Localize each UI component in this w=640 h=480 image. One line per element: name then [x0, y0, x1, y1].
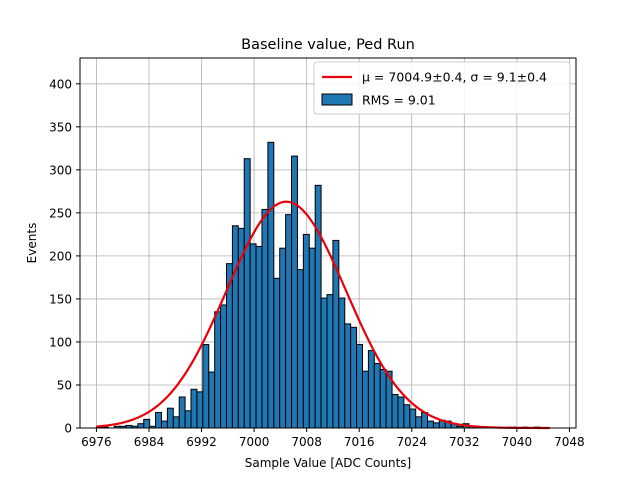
histogram-bar: [338, 297, 346, 429]
y-axis-label: Events: [25, 223, 39, 264]
legend-box: [313, 61, 571, 115]
x-tick-label: 7024: [396, 435, 427, 449]
histogram-bar: [302, 233, 310, 429]
histogram-bar: [214, 311, 222, 429]
histogram-bar: [373, 362, 381, 429]
y-tick-label: 350: [49, 120, 72, 134]
chart-title: Baseline value, Ped Run: [241, 37, 415, 53]
histogram-bar: [291, 155, 298, 429]
y-tick-label: 200: [49, 249, 72, 263]
histogram-bar: [249, 243, 257, 429]
histogram-bar: [403, 404, 411, 429]
histogram-bar: [427, 420, 434, 429]
x-tick-label: 7016: [344, 435, 375, 449]
histogram-bar: [273, 277, 281, 429]
y-tick-label: 250: [49, 206, 72, 220]
y-tick-label: 0: [64, 422, 72, 436]
y-tick-label: 50: [57, 378, 72, 392]
histogram-bar: [367, 350, 375, 429]
histogram-bar: [314, 184, 322, 429]
histogram-bar: [143, 418, 151, 429]
x-tick-label: 7000: [239, 435, 270, 449]
histogram-bar: [296, 269, 304, 429]
x-tick-label: 7032: [449, 435, 480, 449]
legend-hist-label: RMS = 9.01: [362, 93, 436, 108]
legend: μ = 7004.9±0.4, σ = 9.1±0.4 RMS = 9.01: [313, 61, 571, 115]
histogram-bar: [160, 420, 168, 429]
histogram-bar: [320, 297, 328, 429]
histogram-bar: [415, 416, 423, 429]
plot-area: 6976 6984 6992 7000 7008 7016 7024 7032 7040 7048…: [49, 57, 585, 449]
histogram-bar: [361, 370, 369, 429]
gaussian-fit: [96, 200, 550, 430]
histogram-bar: [243, 158, 251, 429]
x-tick-label: 7008: [291, 435, 322, 449]
histogram-bar: [155, 412, 162, 429]
histogram-bar: [261, 208, 269, 429]
y-tick-label: 150: [49, 292, 72, 306]
histogram-bar: [166, 407, 174, 429]
histogram-bar: [196, 391, 204, 429]
y-axis-ticks: 0 50 100 150 200 250 300 350 400: [49, 77, 80, 436]
y-tick-label: 300: [49, 163, 72, 177]
histogram-bar: [344, 323, 352, 429]
histogram-bar: [208, 371, 216, 429]
x-tick-label: 6992: [186, 435, 217, 449]
legend-fit-sigma: σ = 9.1±0.4: [470, 70, 547, 85]
histogram-bar: [190, 388, 198, 429]
legend-fit-label: μ = 7004.9±0.4, σ = 9.1±0.4: [362, 70, 547, 85]
histogram-bar: [391, 393, 399, 429]
histogram-bar: [326, 294, 334, 429]
histogram-bar: [279, 247, 287, 429]
histogram-bar: [172, 416, 180, 429]
x-tick-label: 7048: [554, 435, 585, 449]
histogram-bar: [231, 225, 239, 429]
x-tick-label: 7040: [502, 435, 533, 449]
histogram-bar: [432, 422, 440, 429]
histogram-bar: [397, 396, 405, 429]
histogram-bar: [178, 396, 186, 429]
histogram-bar: [202, 344, 210, 429]
histogram-bar: [308, 247, 316, 429]
x-axis-label: Sample Value [ADC Counts]: [245, 456, 411, 470]
histogram-bar: [285, 214, 293, 429]
histogram-bar: [350, 326, 358, 429]
histogram-bar: [379, 368, 387, 429]
axes-frame: [79, 57, 577, 429]
histogram-bar: [220, 304, 228, 429]
histogram-bar: [267, 141, 275, 429]
histogram-bar: [137, 423, 145, 429]
histogram-bar: [184, 410, 192, 429]
y-tick-label: 400: [49, 77, 72, 91]
x-tick-label: 6984: [134, 435, 165, 449]
legend-hist-swatch: [321, 93, 353, 106]
histogram-bar: [409, 408, 417, 429]
x-axis-ticks: 6976 6984 6992 7000 7008 7016 7024 7032 7040 7048: [81, 428, 585, 449]
legend-fit-mu: μ = 7004.9±0.4,: [362, 70, 470, 85]
x-tick-label: 6976: [81, 435, 112, 449]
histogram-bar: [255, 245, 263, 429]
fit-curve: [96, 200, 550, 430]
histogram-bar: [356, 344, 363, 429]
y-tick-label: 100: [49, 335, 72, 349]
